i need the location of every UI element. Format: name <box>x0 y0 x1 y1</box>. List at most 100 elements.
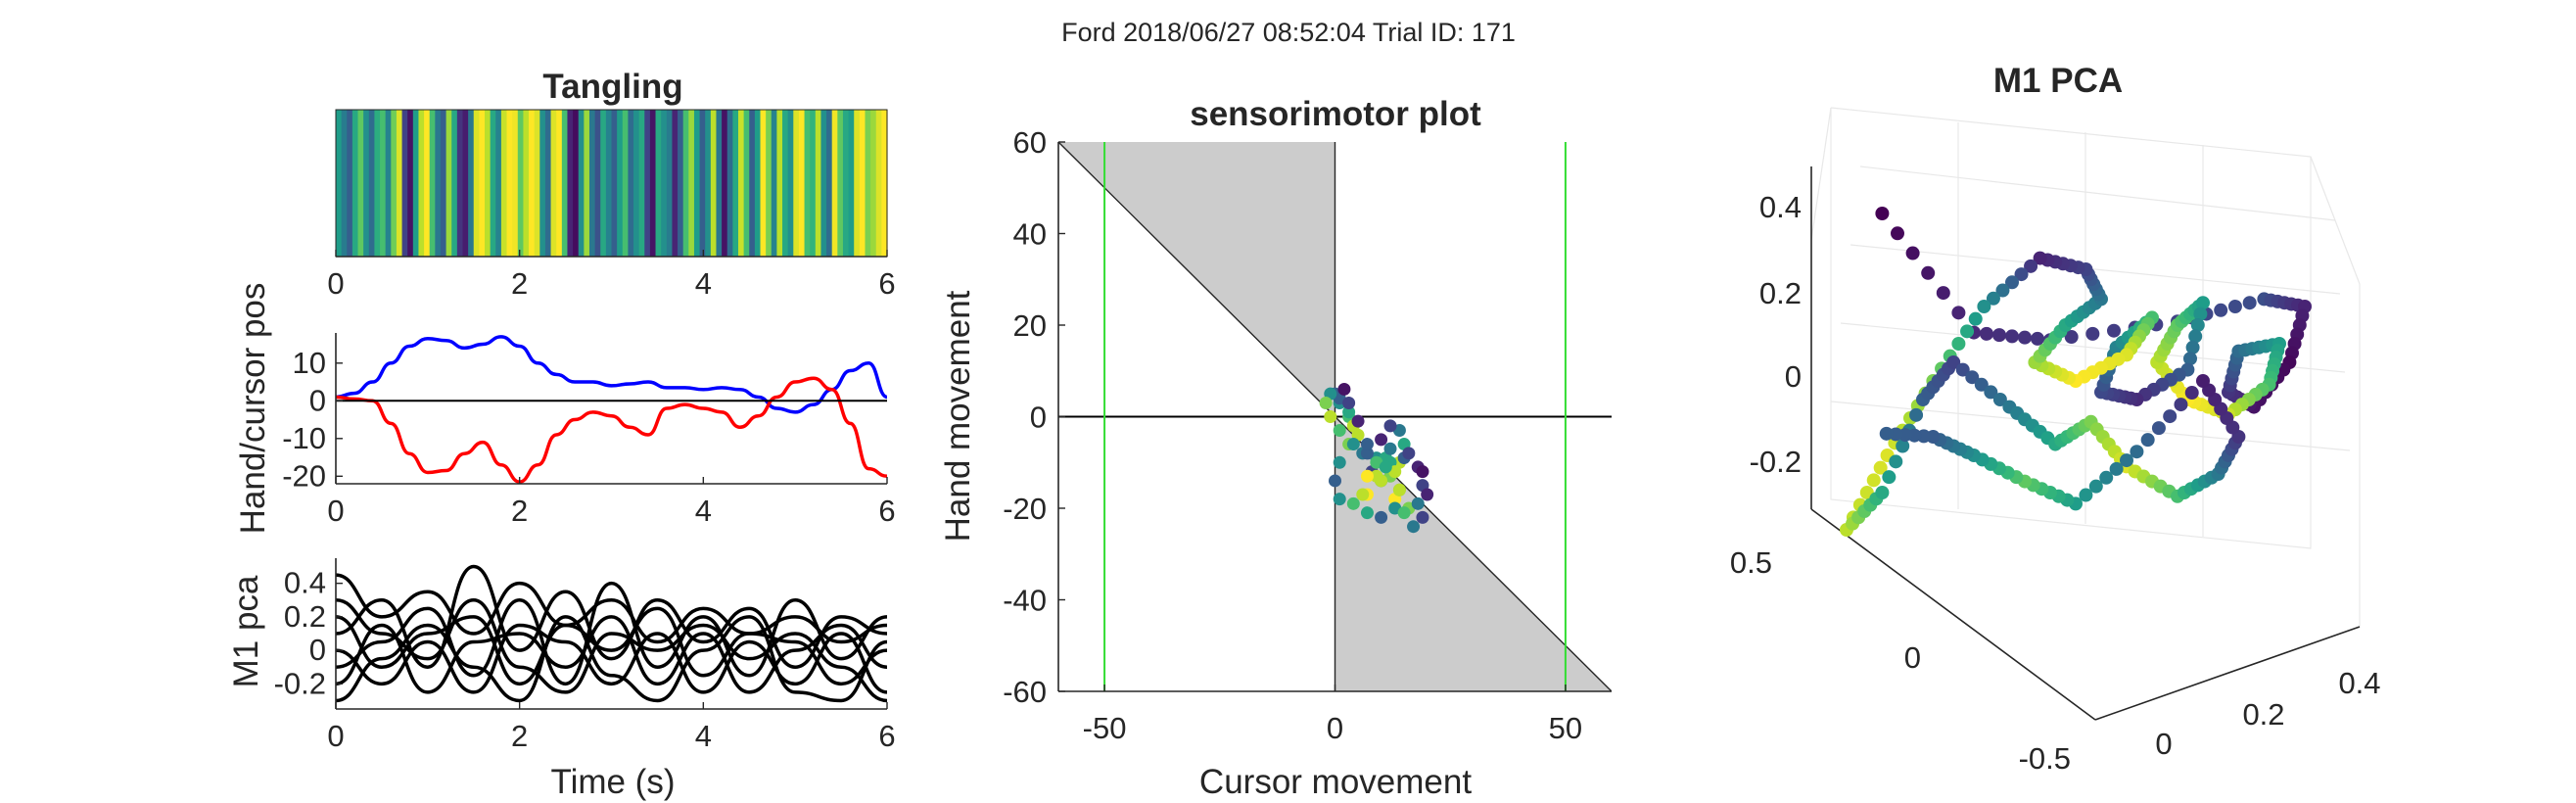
pca-3d-xtick-label: 0.2 <box>2242 697 2284 732</box>
sensorimotor-point <box>1360 469 1374 483</box>
heatmap-cell <box>848 110 855 257</box>
heatmap-cell <box>622 110 629 257</box>
m1-pca-xtick-label: 6 <box>878 719 895 753</box>
heatmap-cell <box>804 110 811 257</box>
pca-3d-point <box>1891 226 1904 241</box>
sensorimotor-xtick-label: 50 <box>1549 711 1582 745</box>
pca-3d-point <box>1974 377 1989 392</box>
m1-pca-series-line <box>335 581 888 686</box>
heatmap-cell <box>837 110 844 257</box>
heatmap-cell <box>479 110 486 257</box>
heatmap-cell <box>385 110 392 257</box>
tangling-panel: Tangling 0 2 4 6 <box>327 68 895 301</box>
pca-3d-point <box>1951 337 1966 351</box>
3d-box-axis-x <box>2094 626 2361 721</box>
pca-3d-point <box>2099 470 2114 485</box>
heatmap-cell <box>485 110 492 257</box>
heatmap-cell <box>633 110 640 257</box>
tangling-heatmap <box>336 110 888 257</box>
sensorimotor-point <box>1337 382 1351 396</box>
sensorimotor-ytick-label: -20 <box>1003 492 1047 526</box>
sensorimotor-point <box>1360 438 1374 451</box>
heatmap-cell <box>473 110 480 257</box>
hand-cursor-series-line <box>335 376 888 484</box>
sensorimotor-point <box>1416 465 1429 479</box>
green-vertical-lines <box>1103 142 1567 691</box>
pca-3d-point <box>2188 329 2203 344</box>
pca-3d-point <box>1992 328 2006 343</box>
heatmap-cell <box>661 110 668 257</box>
m1-pca-xtick-label: 2 <box>511 719 528 753</box>
heatmap-cell <box>391 110 398 257</box>
pca-3d-point <box>2033 251 2047 265</box>
pca-3d-point <box>1875 207 1890 220</box>
heatmap-cell <box>429 110 436 257</box>
pca-3d-point <box>1936 286 1950 301</box>
heatmap-cell <box>451 110 458 257</box>
m1-pca-xtick-label: 0 <box>327 719 344 753</box>
heatmap-cell <box>710 110 718 257</box>
heatmap-cell <box>605 110 613 257</box>
sensorimotor-point <box>1383 419 1397 433</box>
sensorimotor-point <box>1356 488 1370 501</box>
heatmap-cell <box>737 110 745 257</box>
sensorimotor-ytick-label: 0 <box>1030 401 1047 435</box>
heatmap-cell <box>881 110 888 257</box>
pca-3d-point <box>1882 470 1897 485</box>
pca-3d-point <box>1968 311 1983 326</box>
sensorimotor-point <box>1351 414 1365 428</box>
sensorimotor-point <box>1333 455 1346 469</box>
heatmap-cell <box>854 110 861 257</box>
m1-pca-ylabel: M1 pca <box>227 575 265 687</box>
heatmap-cell <box>726 110 733 257</box>
heatmap-cell <box>351 110 359 257</box>
heatmap-cell <box>500 110 508 257</box>
pca-3d-point <box>2196 374 2210 388</box>
sensorimotor-point <box>1342 396 1356 409</box>
sensorimotor-ytick-label: -40 <box>1003 584 1047 618</box>
heatmap-cell <box>693 110 701 257</box>
sensorimotor-ylabel: Hand movement <box>939 290 977 542</box>
sensorimotor-ytick-label: 60 <box>1013 125 1047 160</box>
pca-3d-xtick-label: 0.4 <box>2338 666 2380 700</box>
heatmap-cell <box>628 110 634 257</box>
heatmap-cell <box>798 110 806 257</box>
tangling-title: Tangling <box>542 68 682 106</box>
m1-pca-3d-x-ticks: 0 0.2 0.4 <box>2155 666 2380 761</box>
m1-pca-x-ticks: 0 2 4 6 <box>327 702 896 753</box>
m1-pca-series-line <box>335 564 888 669</box>
heatmap-cell <box>550 110 557 257</box>
pca-3d-point <box>2140 433 2155 448</box>
heatmap-cell <box>870 110 877 257</box>
heatmap-cell <box>506 110 513 257</box>
m1-pca-ytick-label: -0.2 <box>274 666 326 700</box>
sensorimotor-y-ticks: 60 40 20 0 -20 -40 -60 <box>1003 125 1065 709</box>
heatmap-cell <box>682 110 689 257</box>
sensorimotor-point <box>1383 442 1397 455</box>
tangling-xtick-label: 2 <box>511 266 528 301</box>
heatmap-cell <box>490 110 496 257</box>
heatmap-cell <box>678 110 684 257</box>
heatmap-cell <box>638 110 645 257</box>
m1-pca-3d-y-ticks: 0.5 0 -0.5 <box>1730 545 2071 776</box>
heatmap-cell <box>787 110 794 257</box>
hand-cursor-xtick-label: 6 <box>878 494 895 528</box>
hand-cursor-xtick-label: 4 <box>695 494 712 528</box>
heatmap-cell <box>600 110 607 257</box>
pca-3d-point <box>2079 488 2093 502</box>
m1-pca-series-line <box>335 615 888 694</box>
heatmap-cell <box>567 110 574 257</box>
heatmap-cell <box>401 110 408 257</box>
hand-cursor-xtick-label: 0 <box>327 494 344 528</box>
pca-3d-point <box>2242 296 2257 310</box>
heatmap-cell <box>380 110 387 257</box>
heatmap-cell <box>749 110 756 257</box>
sensorimotor-point <box>1411 496 1425 510</box>
heatmap-cell <box>374 110 381 257</box>
heatmap-cell <box>842 110 850 257</box>
pca-3d-point <box>2109 461 2124 476</box>
heatmap-cell <box>666 110 674 257</box>
time-xlabel: Time (s) <box>550 763 675 801</box>
heatmap-cell <box>743 110 750 257</box>
